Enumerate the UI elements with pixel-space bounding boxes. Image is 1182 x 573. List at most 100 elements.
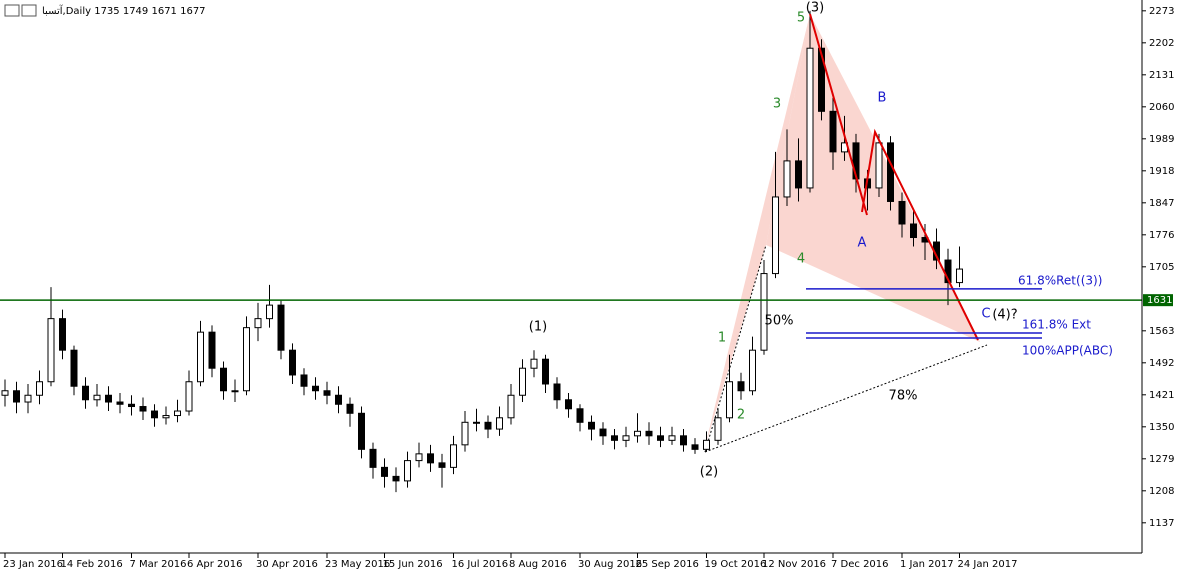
candle-body (795, 160, 802, 189)
candle-body (484, 421, 492, 430)
candle-body (703, 439, 710, 450)
candle-body (266, 304, 273, 320)
candle-body (438, 462, 446, 468)
trend-line (861, 128, 979, 341)
y-tick-label: 2202 (1149, 38, 1174, 49)
candle-body (70, 349, 78, 387)
y-tick-label: 1563 (1149, 326, 1174, 337)
candles (1, 10, 963, 493)
window-icon (21, 4, 37, 17)
candle-body (806, 47, 814, 189)
candle-body (565, 399, 572, 410)
candle-body (231, 390, 239, 393)
x-tick-label: 16 Jul 2016 (452, 559, 509, 570)
x-tick-label: 24 Jan 2017 (958, 559, 1018, 570)
candle-body (772, 196, 779, 275)
candle-body (542, 358, 549, 385)
candle-body (576, 408, 584, 423)
price-label: 1631 (1147, 295, 1172, 306)
candle-body (691, 444, 699, 450)
y-tick-label: 2060 (1149, 102, 1174, 113)
x-tick-label: 12 Nov 2016 (762, 559, 826, 570)
candle-body (105, 394, 112, 403)
candle-body (599, 428, 607, 437)
candle-body (220, 367, 227, 392)
candle-body (346, 403, 354, 414)
candle-body (829, 110, 837, 153)
x-tick-label: 25 Sep 2016 (636, 559, 699, 570)
candle-body (24, 394, 32, 403)
x-tick-label: 30 Aug 2016 (578, 559, 642, 570)
candle-body (622, 435, 630, 441)
candle-body (13, 390, 20, 403)
candle-body (760, 273, 768, 351)
x-tick-label: 15 Jun 2016 (383, 559, 443, 570)
y-tick-label: 1137 (1149, 518, 1174, 529)
wave-label: B (878, 91, 887, 106)
candle-body (1, 390, 9, 396)
candle-body (358, 412, 365, 450)
candle-body (473, 421, 480, 424)
candle-body (611, 435, 618, 441)
candle-body (47, 318, 55, 383)
wave-label: (3) (806, 1, 824, 16)
wave-label: 3 (773, 97, 781, 112)
y-tick-label: 1492 (1149, 358, 1174, 369)
candle-body (208, 331, 216, 369)
candle-body (588, 421, 595, 430)
candle-body (335, 394, 342, 405)
candle-body (783, 160, 791, 198)
candle-body (381, 466, 388, 477)
wave-label: 50% (765, 314, 794, 329)
y-tick-label: 2131 (1149, 70, 1174, 81)
candle-body (254, 318, 262, 329)
chart-title: آتسبا,Daily 1735 1749 1671 1677 (42, 4, 206, 17)
candle-body (818, 47, 825, 112)
candle-body (507, 394, 515, 419)
candle-body (59, 318, 66, 351)
wave-label: C (981, 307, 990, 322)
level-label: 100%APP(ABC) (1022, 344, 1113, 358)
y-tick-label: 2273 (1149, 6, 1174, 17)
candle-body (726, 381, 733, 419)
candle-body (300, 374, 308, 387)
candle-body (634, 430, 641, 437)
wave-label: A (858, 236, 867, 251)
candle-body (749, 349, 756, 392)
y-tick-label: 1989 (1149, 134, 1174, 145)
y-tick-label: 1350 (1149, 422, 1174, 433)
candle-body (496, 417, 503, 430)
candle-body (519, 367, 526, 396)
y-tick-label: 1279 (1149, 454, 1174, 465)
candle-body (93, 394, 101, 401)
candle-body (174, 410, 181, 417)
y-tick-label: 1847 (1149, 198, 1174, 209)
wave-label: 5 (797, 11, 805, 26)
wave-label: 1 (718, 331, 726, 346)
wave-label: 2 (737, 408, 745, 423)
candle-body (657, 435, 664, 441)
candle-body (116, 401, 124, 405)
candle-body (645, 430, 653, 437)
level-label: 161.8% Ext (1022, 318, 1091, 332)
candle-body (392, 475, 400, 482)
candle-body (151, 410, 158, 419)
candle-body (553, 383, 561, 401)
candle-body (875, 142, 883, 189)
y-tick-label: 1208 (1149, 486, 1174, 497)
level-label: 61.8%Ret((3)) (1018, 273, 1102, 287)
candle-body (415, 453, 423, 462)
x-tick-label: 1 Jan 2017 (900, 559, 954, 570)
candle-body (737, 381, 745, 392)
x-tick-label: 23 Jan 2016 (3, 559, 63, 570)
candle-body (427, 453, 434, 464)
y-tick-label: 1776 (1149, 230, 1174, 241)
candle-body (197, 331, 204, 383)
y-tick-label: 1421 (1149, 390, 1174, 401)
candle-body (128, 403, 135, 408)
candle-body (277, 304, 285, 351)
candle-body (450, 444, 457, 468)
candle-body (36, 381, 43, 396)
candle-body (404, 460, 411, 482)
